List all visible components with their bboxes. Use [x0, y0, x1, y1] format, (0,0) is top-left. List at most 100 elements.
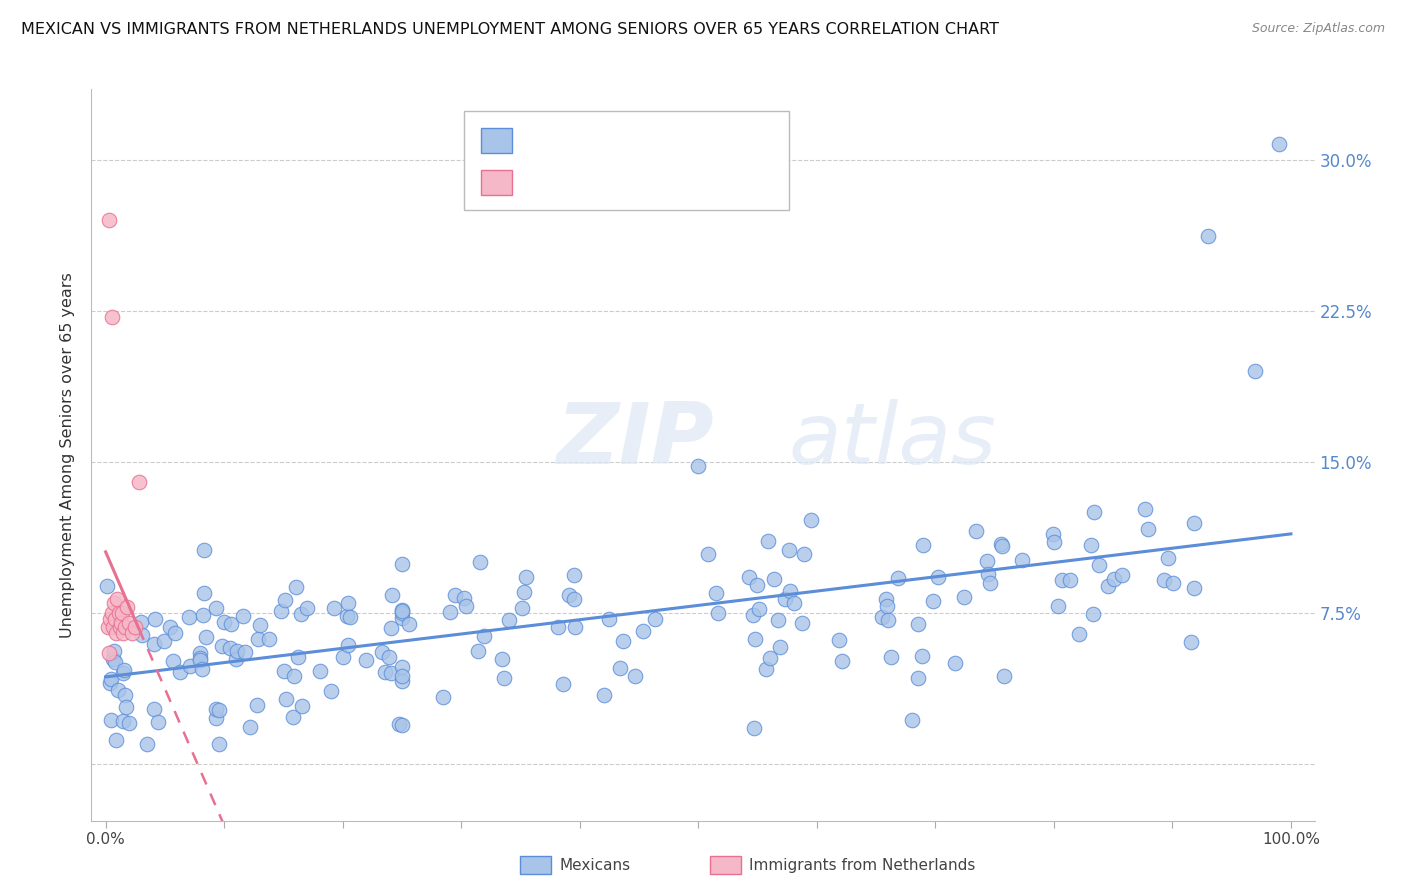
Point [1268, 136, 1291, 151]
Point [1197, 229, 1219, 244]
Point [551, 677, 574, 691]
Point [380, 665, 402, 680]
Point [1133, 501, 1156, 516]
Point [688, 458, 710, 473]
Point [152, 633, 174, 648]
Point [558, 588, 581, 602]
Point [159, 620, 181, 634]
Point [742, 721, 765, 735]
Point [979, 576, 1001, 591]
Point [1088, 558, 1111, 573]
Point [188, 651, 211, 665]
Point [990, 537, 1012, 551]
Point [101, 620, 124, 634]
Text: R =: R = [523, 173, 561, 191]
Point [439, 605, 461, 619]
Point [337, 638, 360, 652]
Point [1157, 550, 1180, 565]
Point [907, 671, 929, 685]
Point [319, 684, 342, 698]
Point [287, 650, 309, 665]
Point [624, 669, 647, 683]
Point [1153, 573, 1175, 587]
Point [453, 591, 475, 605]
Point [927, 570, 949, 584]
Point [609, 661, 631, 675]
Point [103, 652, 125, 666]
Point [778, 542, 800, 557]
Point [274, 593, 297, 607]
Point [398, 616, 420, 631]
Point [291, 699, 314, 714]
Point [388, 716, 411, 731]
Point [564, 591, 586, 606]
Point [100, 713, 122, 727]
Point [118, 716, 141, 731]
Point [564, 620, 586, 634]
Point [631, 624, 654, 638]
Point [337, 596, 360, 610]
Point [513, 585, 536, 599]
Point [281, 710, 304, 724]
Point [880, 650, 903, 665]
Point [100, 673, 122, 687]
Point [598, 612, 620, 626]
Point [1042, 527, 1064, 541]
Point [169, 665, 191, 679]
Point [1043, 535, 1066, 549]
Point [1047, 599, 1070, 614]
Point [208, 703, 231, 717]
Point [828, 633, 851, 648]
Y-axis label: Unemployment Among Seniors over 65 years: Unemployment Among Seniors over 65 years [60, 272, 76, 638]
Point [744, 632, 766, 646]
Point [208, 737, 231, 751]
Point [391, 557, 413, 571]
Point [226, 644, 249, 658]
Point [391, 603, 413, 617]
Point [111, 606, 134, 620]
Point [707, 606, 730, 620]
Text: ZIP: ZIP [557, 399, 714, 482]
Point [356, 653, 378, 667]
Point [391, 604, 413, 618]
Point [205, 601, 228, 615]
Point [191, 607, 214, 622]
Point [190, 662, 212, 676]
Point [98, 647, 121, 661]
Point [831, 654, 853, 668]
Point [211, 640, 233, 654]
Point [759, 650, 782, 665]
Point [115, 600, 138, 615]
Point [97, 620, 120, 634]
Point [1011, 553, 1033, 567]
Point [107, 683, 129, 698]
Point [612, 633, 634, 648]
Point [107, 606, 129, 620]
Point [793, 547, 815, 561]
Point [491, 652, 513, 666]
Point [965, 524, 987, 538]
Text: R =: R = [523, 132, 561, 150]
Text: 0.307: 0.307 [569, 173, 624, 191]
Point [467, 643, 489, 657]
Point [1059, 573, 1081, 587]
Point [432, 690, 454, 704]
Point [195, 630, 218, 644]
Point [381, 588, 404, 602]
Point [100, 606, 122, 620]
Point [110, 616, 132, 631]
Point [332, 649, 354, 664]
Point [308, 664, 330, 678]
Point [112, 626, 135, 640]
Point [470, 555, 492, 569]
Point [742, 607, 765, 622]
Point [112, 663, 135, 677]
Point [204, 711, 226, 725]
Point [142, 637, 165, 651]
Point [912, 538, 935, 552]
Point [792, 615, 814, 630]
Point [104, 733, 127, 747]
Point [779, 583, 801, 598]
Point [515, 570, 537, 584]
Point [128, 475, 150, 489]
